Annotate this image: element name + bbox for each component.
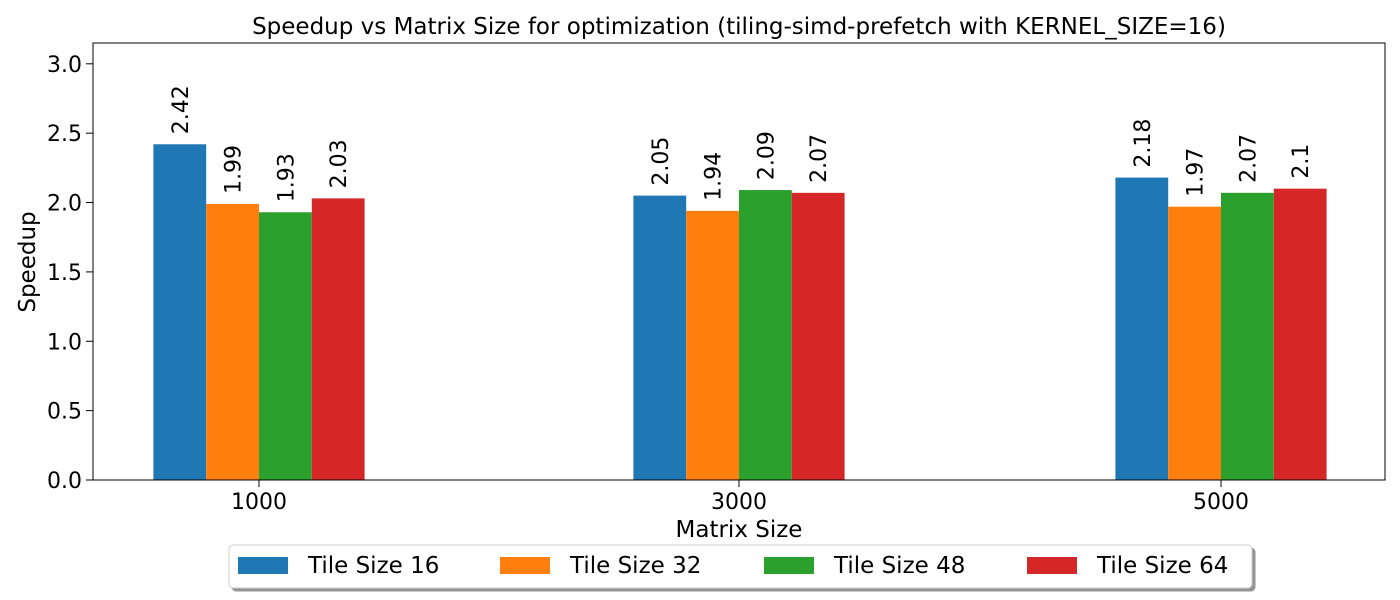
- bar: [1168, 206, 1221, 480]
- bar-value-label: 2.07: [1236, 134, 1261, 183]
- bar-value-label: 1.94: [702, 152, 727, 201]
- bar-value-label: 2.09: [754, 131, 779, 180]
- y-tick-label: 1.5: [47, 261, 82, 286]
- bar-value-label: 1.97: [1184, 148, 1209, 197]
- legend-item-label: Tile Size 64: [1096, 553, 1228, 579]
- legend-swatch: [1027, 557, 1077, 574]
- x-tick-label: 3000: [711, 490, 767, 515]
- legend: Tile Size 16 Tile Size 32 Tile Size 48 Tile…: [228, 544, 1253, 589]
- bar: [206, 203, 259, 480]
- y-tick-label: 2.5: [47, 122, 82, 147]
- bar-value-label: 1.99: [222, 145, 247, 194]
- x-axis-label: Matrix Size: [676, 517, 803, 543]
- bar: [259, 212, 312, 480]
- x-tick-label: 1000: [231, 490, 287, 515]
- bar-value-label: 2.03: [327, 139, 352, 188]
- y-tick-label: 3.0: [47, 53, 82, 78]
- y-tick-label: 2.0: [47, 192, 82, 217]
- y-tick-label: 0.0: [47, 469, 82, 494]
- bar: [1115, 177, 1169, 481]
- bar: [153, 144, 207, 480]
- bar-value-label: 2.1: [1289, 144, 1314, 179]
- bar: [686, 210, 739, 480]
- legend-item-label: Tile Size 16: [307, 553, 439, 579]
- bar: [633, 195, 687, 480]
- y-tick-label: 0.5: [47, 400, 82, 425]
- x-tick-label: 5000: [1193, 490, 1249, 515]
- legend-swatch: [500, 557, 550, 574]
- bar-value-label: 2.18: [1131, 119, 1156, 168]
- y-axis-label: Speedup: [15, 211, 41, 312]
- bar: [791, 192, 845, 481]
- legend-item-label: Tile Size 48: [833, 553, 965, 579]
- bar: [739, 190, 792, 481]
- bar-value-label: 2.05: [649, 137, 674, 186]
- bar: [1221, 192, 1274, 481]
- legend-box: [228, 544, 1253, 589]
- plot-area: 0.0 0.5 1.0 1.5 2.0 2.5 3.0 2.42 1.99 1.93 2.03 100…: [47, 42, 1386, 515]
- plot-frame: [92, 42, 1386, 481]
- bar-value-label: 1.93: [274, 153, 299, 202]
- bar-value-label: 2.07: [807, 134, 832, 183]
- legend-swatch: [238, 557, 288, 574]
- bar: [311, 198, 365, 480]
- chart-title: Speedup vs Matrix Size for optimization …: [252, 14, 1226, 40]
- legend-swatch: [764, 557, 814, 574]
- bar-value-label: 2.42: [169, 85, 194, 134]
- legend-item-label: Tile Size 32: [569, 553, 701, 579]
- bar: [1273, 188, 1327, 480]
- y-tick-label: 1.0: [47, 330, 82, 355]
